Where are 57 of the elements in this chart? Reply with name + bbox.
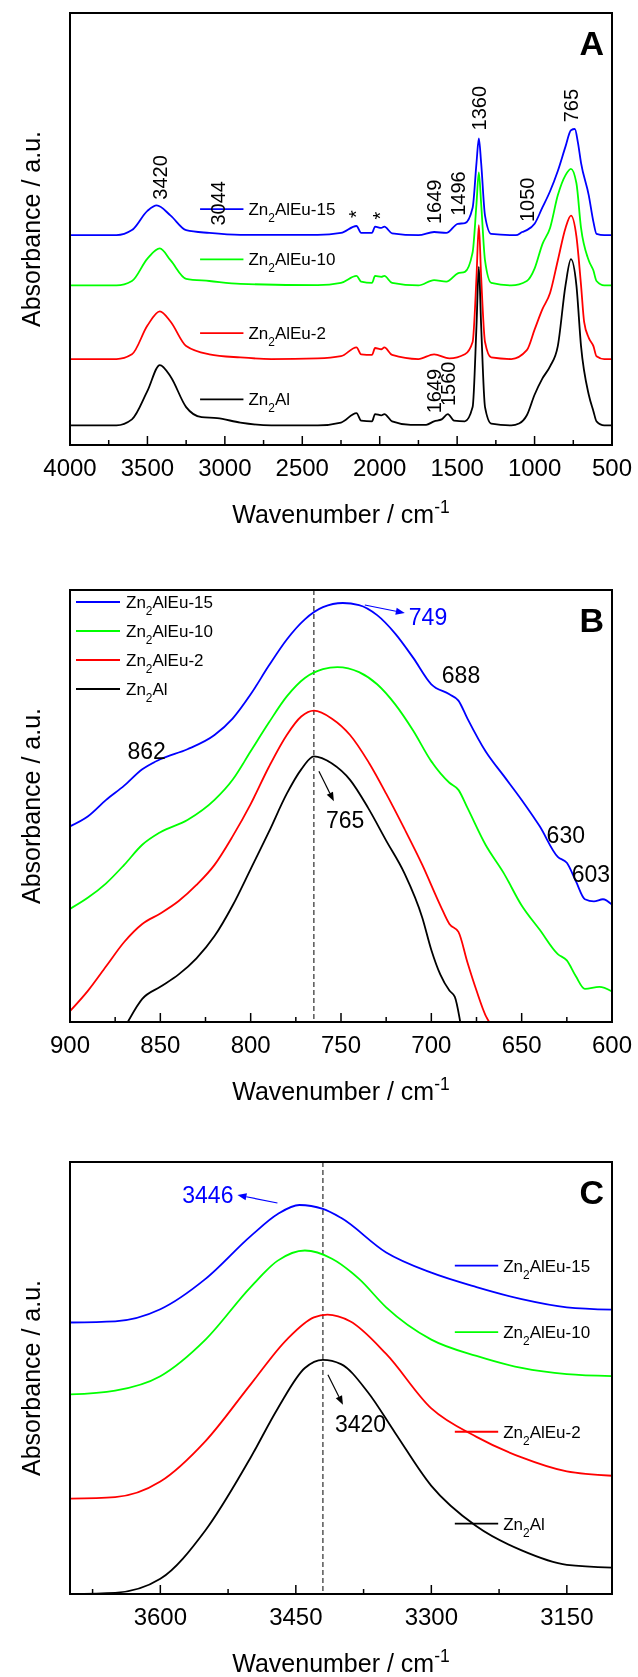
x-tick-label: 3000 xyxy=(198,454,252,481)
x-tick-label: 3300 xyxy=(404,1603,459,1630)
x-tick-label: 3450 xyxy=(269,1603,323,1630)
x-axis-title: Wavenumber / cm$^{-1}$ xyxy=(232,497,450,528)
legend-label: Zn$_{2}$AlEu-10 xyxy=(126,622,213,647)
annotation: 1360 xyxy=(467,85,490,131)
legend-label: Zn$_{2}$AlEu-15 xyxy=(503,1256,591,1282)
legend-label: Zn$_{2}$Al xyxy=(126,680,168,705)
y-axis-title: Absorbance / a.u. xyxy=(17,1280,45,1476)
x-tick-label: 1500 xyxy=(430,454,484,481)
x-axis-title: Wavenumber / cm$^{-1}$ xyxy=(232,1646,450,1677)
annotation: 630 xyxy=(546,821,585,848)
annotation: 3044 xyxy=(207,181,230,226)
x-tick-label: 3600 xyxy=(133,1603,188,1630)
annotation: 688 xyxy=(441,662,481,689)
annotation: B xyxy=(579,601,604,639)
annotation: 1649 xyxy=(423,179,446,225)
annotation: 3420 xyxy=(334,1410,387,1437)
legend-label: Zn$_{2}$AlEu-10 xyxy=(248,250,336,276)
annotation: * xyxy=(345,210,368,219)
legend-label: Zn$_{2}$AlEu-10 xyxy=(503,1323,591,1349)
annotation: 3446 xyxy=(182,1182,234,1208)
x-tick-label: 2000 xyxy=(353,454,407,481)
annotation: 765 xyxy=(559,88,582,123)
x-tick-label: 3500 xyxy=(120,454,175,481)
annotation: 862 xyxy=(127,738,166,765)
y-axis-title: Absorbance / a.u. xyxy=(17,131,45,327)
annotation: 603 xyxy=(571,860,610,887)
x-tick-label: 600 xyxy=(591,1031,633,1058)
annotation: * xyxy=(368,211,391,220)
x-tick-label: 700 xyxy=(411,1031,452,1058)
legend-label: Zn$_{2}$Al xyxy=(248,390,291,416)
legend-label: Zn$_{2}$AlEu-15 xyxy=(248,200,336,226)
x-tick-label: 800 xyxy=(230,1031,271,1058)
annotation: C xyxy=(579,1173,604,1211)
x-tick-label: 900 xyxy=(49,1031,91,1058)
x-axis-title: Wavenumber / cm$^{-1}$ xyxy=(232,1074,450,1105)
x-tick-label: 750 xyxy=(320,1031,362,1058)
x-tick-label: 650 xyxy=(501,1031,542,1058)
y-axis-title: Absorbance / a.u. xyxy=(17,708,45,904)
text: A xyxy=(579,24,604,62)
legend-label: Zn$_{2}$AlEu-15 xyxy=(126,593,213,618)
x-tick-label: 2500 xyxy=(275,454,329,481)
x-tick-label: 1000 xyxy=(507,454,562,481)
x-tick-label: 3150 xyxy=(540,1603,594,1630)
x-tick-label: 850 xyxy=(140,1031,181,1058)
legend-label: Zn$_{2}$Al xyxy=(503,1514,545,1540)
annotation: 1496 xyxy=(446,171,469,216)
legend-label: Zn$_{2}$AlEu-2 xyxy=(126,651,204,676)
legend-label: Zn$_{2}$AlEu-2 xyxy=(248,324,326,350)
annotation: 1050 xyxy=(515,177,538,223)
x-tick-label: 500 xyxy=(591,454,633,481)
annotation: 765 xyxy=(325,807,365,834)
legend-label: Zn$_{2}$AlEu-2 xyxy=(503,1422,581,1448)
x-tick-label: 4000 xyxy=(43,454,97,481)
annotation: 749 xyxy=(408,604,448,630)
annotation: 3420 xyxy=(148,155,171,200)
